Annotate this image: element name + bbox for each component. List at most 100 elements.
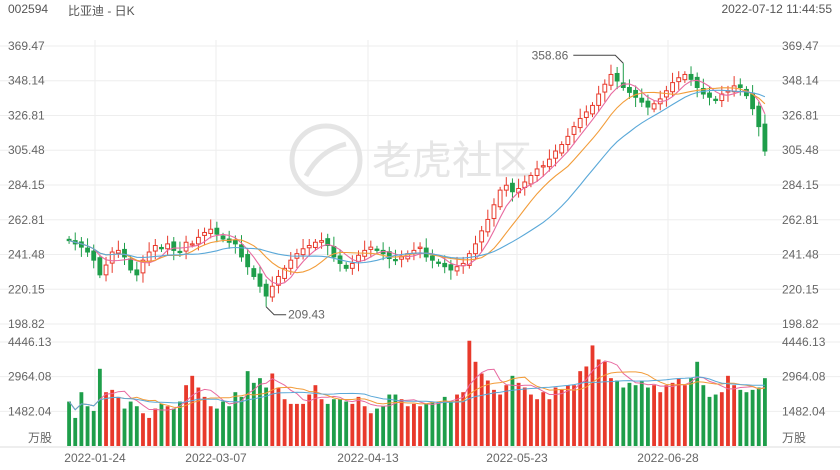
volume-bar — [258, 378, 262, 446]
x-tick-label: 2022-01-24 — [64, 451, 126, 465]
x-tick-label: 2022-04-13 — [337, 451, 399, 465]
volume-bar — [264, 387, 269, 446]
candle-body — [565, 135, 571, 146]
volume-bar — [442, 396, 447, 446]
candle-body — [645, 100, 651, 108]
volume-unit-label-right: 万股 — [782, 431, 806, 445]
candle-body — [183, 241, 189, 252]
candle-body — [282, 267, 288, 279]
volume-bar — [473, 361, 478, 446]
volume-bar — [159, 403, 164, 446]
volume-bar — [319, 399, 324, 446]
volume-bar — [295, 403, 299, 446]
y-tick-label-right: 220.15 — [782, 282, 819, 296]
volume-bar — [448, 401, 453, 446]
volume-bar — [122, 408, 127, 446]
volume-bar — [627, 382, 632, 446]
watermark-text: 老虎社区 — [372, 138, 532, 184]
volume-bar — [732, 385, 737, 446]
volume-bar — [387, 394, 392, 446]
volume-bar — [344, 401, 349, 446]
volume-bar — [221, 401, 225, 446]
y-tick-label-left: 369.47 — [8, 39, 45, 53]
candle-body — [220, 235, 226, 240]
ma-line-ma5 — [68, 79, 766, 285]
volume-bar — [565, 385, 570, 446]
candle-body — [756, 105, 762, 128]
volume-bar — [307, 394, 312, 446]
candle-body — [491, 204, 497, 219]
volume-bars — [67, 340, 767, 446]
candle-body — [442, 262, 448, 268]
volume-bar — [171, 408, 176, 446]
candle-body — [559, 144, 565, 154]
candle-body — [331, 245, 337, 258]
candle-body — [208, 228, 214, 234]
volume-bar — [393, 394, 398, 446]
candle-body — [368, 246, 374, 250]
candle-body — [454, 266, 460, 272]
candle-body — [510, 182, 515, 193]
candle-body — [417, 246, 423, 249]
volume-tick-label-left: 1482.04 — [8, 404, 52, 418]
volume-tick-label-right: 2964.08 — [782, 370, 826, 384]
volume-bar — [485, 380, 490, 446]
volume-bar — [325, 403, 330, 446]
volume-bar — [529, 394, 533, 446]
volume-bar — [405, 406, 410, 446]
tiger-logo-stroke — [303, 141, 347, 178]
y-tick-label-right: 326.81 — [782, 108, 819, 122]
volume-bar — [412, 403, 416, 446]
volume-bar — [756, 387, 761, 446]
y-tick-label-right: 369.47 — [782, 39, 819, 53]
moving-averages — [68, 79, 766, 285]
volume-bar — [713, 394, 718, 446]
candle-body — [263, 283, 269, 297]
volume-bar — [134, 406, 139, 446]
candle-body — [134, 269, 140, 276]
volume-bar — [270, 373, 275, 446]
volume-bar — [350, 403, 355, 446]
y-tick-label-left: 284.15 — [8, 178, 45, 192]
timestamp: 2022-07-12 11:44:55 — [721, 2, 832, 16]
volume-ma-line-ma10 — [68, 371, 765, 411]
volume-bar — [165, 406, 170, 446]
candle-body — [497, 189, 503, 208]
high-label: 358.86 — [532, 48, 569, 62]
volume-bar — [356, 396, 361, 446]
candle-body — [343, 264, 349, 269]
x-axis-dates: 2022-01-24 2022-03-07 2022-04-13 2022-05-23… — [64, 451, 699, 465]
candle-body — [189, 243, 195, 246]
candle-body — [737, 84, 743, 88]
candle-body — [245, 253, 251, 268]
volume-bar — [707, 396, 712, 446]
candle-body — [688, 73, 694, 80]
volume-bar — [726, 375, 730, 446]
volume-bar — [547, 399, 552, 446]
candle-body — [159, 246, 164, 250]
volume-bar — [190, 375, 195, 446]
volume-bar — [227, 406, 232, 446]
volume-bar — [498, 394, 503, 446]
volume-bar — [763, 378, 767, 446]
volume-ma-line-ma20 — [68, 376, 765, 411]
candle-body — [165, 243, 171, 250]
candle-body — [115, 249, 121, 254]
volume-bar — [233, 392, 238, 446]
volume-bar — [504, 385, 509, 446]
volume-bar — [178, 401, 182, 446]
candle-body — [583, 111, 589, 118]
volume-bar — [251, 382, 256, 446]
y-tick-label-left: 348.14 — [8, 74, 45, 88]
volume-bar — [362, 406, 367, 446]
candle-body — [713, 98, 719, 102]
grid-lines — [0, 40, 840, 448]
x-tick-label: 2022-03-07 — [185, 451, 247, 465]
candle-body — [202, 231, 207, 236]
volume-bar — [91, 410, 96, 446]
candle-body — [651, 103, 657, 110]
candle-body — [614, 72, 620, 82]
volume-bar — [689, 378, 693, 446]
candle-body — [91, 250, 97, 261]
